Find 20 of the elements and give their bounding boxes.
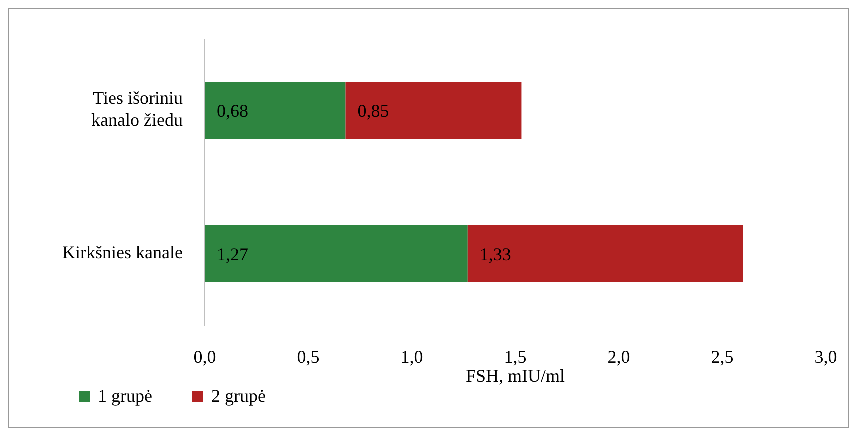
bar: [205, 82, 346, 140]
x-tick-label: 1,5: [504, 346, 527, 367]
x-axis-title: FSH, mIU/ml: [466, 366, 566, 386]
data-label: 1,33: [480, 244, 512, 264]
x-tick-label: 3,0: [814, 346, 838, 367]
bar: [468, 226, 744, 283]
y-tick-label: Kirkšnies kanale: [62, 242, 184, 262]
bar: [205, 226, 468, 283]
x-tick-label: 0,5: [297, 346, 320, 367]
data-label: 1,27: [217, 244, 248, 264]
x-tick-label: 2,0: [608, 346, 630, 367]
x-tick-label: 2,5: [711, 346, 734, 367]
y-tick-label: Ties išoriniu kanalo žiedu: [92, 88, 183, 130]
bar: [346, 82, 522, 140]
data-label: 0,85: [358, 100, 390, 121]
x-tick-label: 0,0: [194, 346, 216, 367]
legend-label: 1 grupė: [98, 386, 152, 407]
x-tick-label: 1,0: [400, 346, 424, 367]
legend-label: 2 grupė: [211, 386, 266, 407]
data-label: 0,68: [217, 100, 248, 121]
